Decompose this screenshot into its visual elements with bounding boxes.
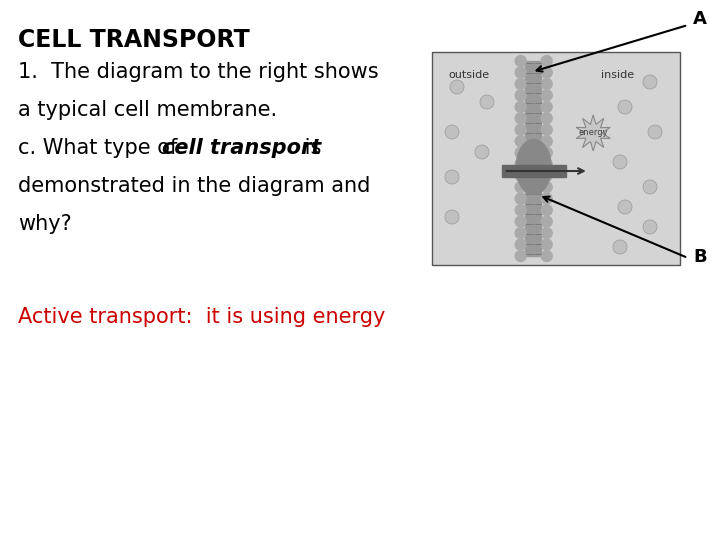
Circle shape bbox=[516, 170, 526, 181]
Bar bbox=[502, 165, 566, 177]
Circle shape bbox=[516, 251, 526, 261]
Circle shape bbox=[516, 102, 526, 112]
Circle shape bbox=[541, 170, 552, 181]
Circle shape bbox=[618, 100, 632, 114]
Circle shape bbox=[541, 181, 552, 193]
Circle shape bbox=[541, 113, 552, 124]
Ellipse shape bbox=[516, 139, 552, 194]
Circle shape bbox=[541, 239, 552, 250]
Text: 1.  The diagram to the right shows: 1. The diagram to the right shows bbox=[18, 62, 379, 82]
Circle shape bbox=[445, 125, 459, 139]
Circle shape bbox=[541, 102, 552, 112]
Text: a typical cell membrane.: a typical cell membrane. bbox=[18, 100, 277, 120]
Text: outside: outside bbox=[449, 70, 490, 80]
Circle shape bbox=[516, 239, 526, 250]
Text: why?: why? bbox=[18, 214, 72, 234]
Text: B: B bbox=[693, 248, 706, 266]
Text: demonstrated in the diagram and: demonstrated in the diagram and bbox=[18, 176, 370, 196]
Circle shape bbox=[541, 90, 552, 101]
Circle shape bbox=[445, 170, 459, 184]
Circle shape bbox=[541, 56, 552, 66]
Text: c. What type of: c. What type of bbox=[18, 138, 184, 158]
Circle shape bbox=[516, 136, 526, 147]
Circle shape bbox=[541, 78, 552, 90]
Text: energy: energy bbox=[578, 129, 608, 138]
Circle shape bbox=[516, 90, 526, 101]
Circle shape bbox=[613, 240, 627, 254]
Circle shape bbox=[516, 56, 526, 66]
Circle shape bbox=[648, 125, 662, 139]
Circle shape bbox=[541, 67, 552, 78]
Circle shape bbox=[445, 210, 459, 224]
Circle shape bbox=[541, 147, 552, 158]
Circle shape bbox=[516, 147, 526, 158]
Text: is: is bbox=[298, 138, 321, 158]
Circle shape bbox=[516, 227, 526, 239]
Circle shape bbox=[516, 124, 526, 136]
Circle shape bbox=[516, 181, 526, 193]
Circle shape bbox=[541, 216, 552, 227]
Circle shape bbox=[516, 113, 526, 124]
Circle shape bbox=[541, 136, 552, 147]
Circle shape bbox=[480, 95, 494, 109]
Text: A: A bbox=[693, 10, 707, 28]
Circle shape bbox=[541, 124, 552, 136]
Circle shape bbox=[516, 216, 526, 227]
Text: inside: inside bbox=[601, 70, 634, 80]
Circle shape bbox=[516, 159, 526, 170]
Circle shape bbox=[541, 251, 552, 261]
Circle shape bbox=[541, 159, 552, 170]
Text: cell transport: cell transport bbox=[162, 138, 321, 158]
Circle shape bbox=[516, 78, 526, 90]
Circle shape bbox=[643, 180, 657, 194]
Circle shape bbox=[450, 80, 464, 94]
Circle shape bbox=[643, 75, 657, 89]
Circle shape bbox=[541, 193, 552, 204]
Bar bbox=[525, 61, 533, 256]
Circle shape bbox=[516, 193, 526, 204]
Text: CELL TRANSPORT: CELL TRANSPORT bbox=[18, 28, 250, 52]
Polygon shape bbox=[576, 115, 611, 151]
Circle shape bbox=[516, 67, 526, 78]
Text: Active transport:  it is using energy: Active transport: it is using energy bbox=[18, 307, 385, 327]
Circle shape bbox=[618, 200, 632, 214]
Circle shape bbox=[475, 145, 489, 159]
Bar bbox=[534, 61, 541, 256]
Bar bbox=[432, 52, 680, 265]
Circle shape bbox=[541, 205, 552, 215]
Circle shape bbox=[516, 205, 526, 215]
Circle shape bbox=[643, 220, 657, 234]
Circle shape bbox=[613, 155, 627, 169]
Circle shape bbox=[541, 227, 552, 239]
